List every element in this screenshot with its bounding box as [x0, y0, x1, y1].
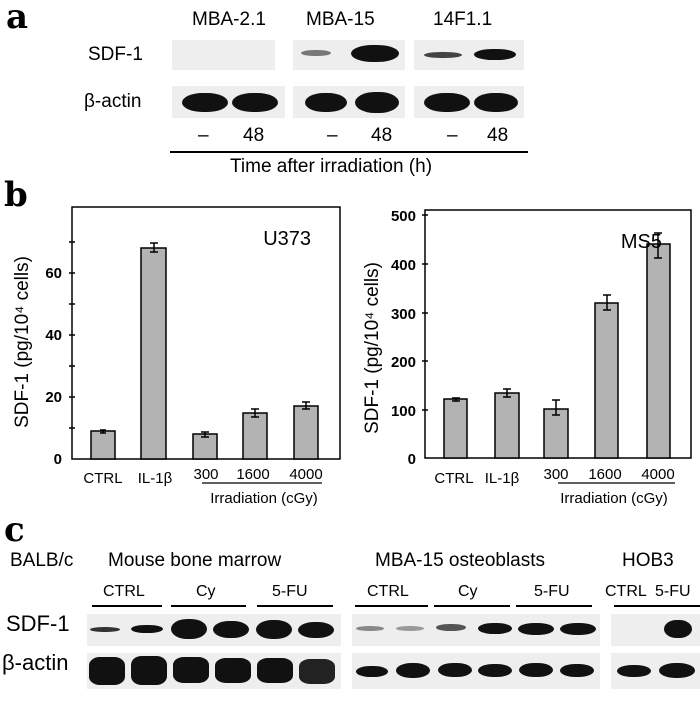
condition-label: CTRL	[605, 583, 647, 600]
x-axis-label: Time after irradiation (h)	[230, 156, 433, 177]
timepoint: 48	[371, 125, 393, 146]
svg-text:40: 40	[45, 327, 62, 344]
svg-text:0: 0	[54, 451, 62, 468]
svg-text:400: 400	[391, 257, 416, 274]
gel-sdf1-mba21	[172, 40, 275, 70]
bar-1600	[242, 412, 268, 460]
chart-u373: SDF-1 (pg/10⁴ cells) 0 20 40 60 U373 CTR…	[12, 206, 341, 507]
row-label-sdf1: SDF-1	[88, 44, 143, 65]
gel-sdf1-mba15	[352, 614, 600, 646]
bar-1600	[594, 302, 619, 459]
condition-label: 5-FU	[272, 583, 308, 600]
band	[474, 49, 516, 60]
timepoint: –	[327, 125, 338, 146]
bar-4000	[646, 243, 671, 459]
condition-label: CTRL	[367, 583, 409, 600]
chart-ms5: SDF-1 (pg/10⁴ cells) 0 100 200 300 400 5…	[362, 208, 692, 507]
row-label-sdf1: SDF-1	[6, 611, 70, 636]
strain-label: BALB/c	[10, 550, 74, 571]
x-ticks: CTRL IL-1β 300 1600 4000	[83, 466, 322, 487]
group-title: MBA-15 osteoblasts	[375, 550, 546, 571]
bar-300	[543, 408, 569, 459]
panel-a-letter: a	[6, 0, 29, 37]
gel-actin-14f11	[414, 86, 524, 118]
gel-sdf1-hob3	[611, 614, 700, 646]
band	[232, 93, 278, 112]
group-title: Mouse bone marrow	[108, 550, 282, 571]
svg-text:500: 500	[391, 208, 416, 225]
y-ticks: 0 100 200 300 400 500	[391, 208, 416, 468]
band	[301, 50, 331, 56]
bar-ctrl	[443, 398, 468, 459]
bar-il1b	[494, 392, 520, 459]
condition-label: CTRL	[103, 583, 145, 600]
timepoint: –	[447, 125, 458, 146]
svg-text:1600: 1600	[236, 466, 269, 483]
chart-title: U373	[263, 228, 311, 250]
error-bars	[452, 232, 662, 416]
gel-actin-mba21	[172, 86, 285, 118]
bars	[443, 243, 671, 459]
panel-b-letter: b	[4, 175, 28, 215]
row-label-actin: β-actin	[84, 91, 142, 112]
condition-label: Cy	[458, 583, 478, 600]
axis-rule	[170, 151, 528, 153]
cell-line-label: MBA-2.1	[192, 9, 266, 30]
bars	[90, 247, 319, 460]
svg-text:100: 100	[391, 403, 416, 420]
timepoint: –	[198, 125, 209, 146]
svg-text:300: 300	[391, 306, 416, 323]
band	[182, 93, 228, 112]
svg-text:200: 200	[391, 354, 416, 371]
y-axis-label: SDF-1 (pg/10⁴ cells)	[12, 256, 33, 428]
svg-text:CTRL: CTRL	[434, 470, 473, 487]
panel-c-letter: c	[4, 510, 25, 550]
gel-sdf1-mba15	[293, 40, 405, 70]
condition-label: 5-FU	[655, 583, 691, 600]
svg-text:0: 0	[408, 451, 416, 468]
bar-4000	[293, 405, 319, 460]
svg-text:20: 20	[45, 389, 62, 406]
gel-sdf1-bone-marrow	[87, 614, 341, 646]
condition-label: 5-FU	[534, 583, 570, 600]
band	[351, 45, 399, 62]
band	[355, 92, 399, 113]
svg-text:IL-1β: IL-1β	[485, 470, 520, 487]
x-axis-label: Irradiation (cGy)	[560, 490, 668, 507]
gel-actin-mba15	[352, 653, 600, 689]
svg-text:300: 300	[543, 466, 568, 483]
cell-line-label: 14F1.1	[433, 9, 493, 30]
y-ticks: 0 20 40 60	[45, 265, 62, 468]
svg-text:IL-1β: IL-1β	[138, 470, 173, 487]
band	[305, 93, 347, 112]
bar-ctrl	[90, 430, 116, 460]
svg-text:4000: 4000	[289, 466, 322, 483]
band	[424, 93, 470, 112]
svg-text:4000: 4000	[641, 466, 674, 483]
y-axis-label: SDF-1 (pg/10⁴ cells)	[362, 262, 383, 434]
error-bars	[100, 242, 310, 438]
svg-text:1600: 1600	[588, 466, 621, 483]
gel-actin-mba15	[293, 86, 405, 118]
gel-actin-bone-marrow	[87, 653, 341, 689]
row-label-actin: β-actin	[2, 650, 69, 675]
gel-sdf1-14f11	[414, 40, 524, 70]
x-axis-label: Irradiation (cGy)	[210, 490, 318, 507]
svg-text:300: 300	[193, 466, 218, 483]
svg-text:60: 60	[45, 265, 62, 282]
gel-actin-hob3	[611, 653, 700, 689]
chart-title: MS5	[621, 231, 662, 253]
cell-line-label: MBA-15	[306, 9, 375, 30]
svg-text:CTRL: CTRL	[83, 470, 122, 487]
band	[424, 52, 462, 58]
group-title: HOB3	[622, 550, 674, 571]
x-ticks: CTRL IL-1β 300 1600 4000	[434, 466, 674, 487]
band	[474, 93, 518, 112]
condition-label: Cy	[196, 583, 216, 600]
timepoint: 48	[487, 125, 509, 146]
timepoint: 48	[243, 125, 265, 146]
bar-il1b	[140, 247, 167, 460]
